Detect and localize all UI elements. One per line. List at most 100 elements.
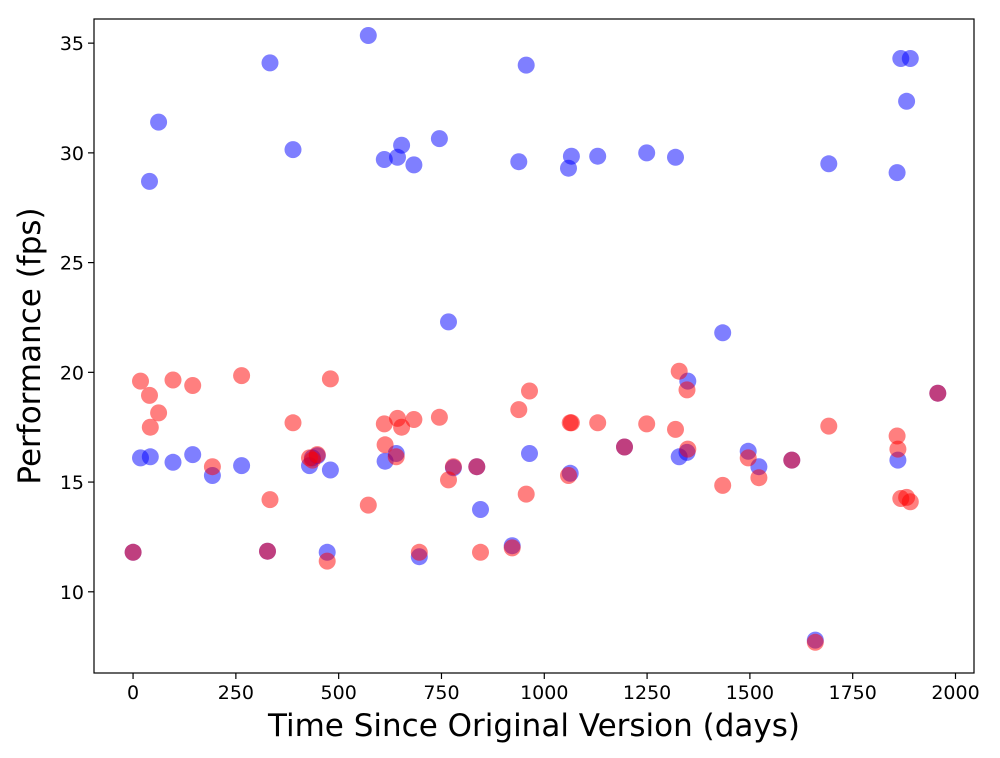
y-tick-label: 10 — [60, 582, 84, 604]
y-axis-label: Performance (fps) — [12, 207, 48, 484]
data-point — [393, 418, 411, 436]
data-point — [430, 130, 448, 148]
data-point — [321, 370, 339, 388]
data-point — [318, 552, 336, 570]
data-point — [589, 147, 607, 165]
x-tick-label: 0 — [127, 682, 139, 704]
data-point — [124, 543, 142, 561]
x-tick-label: 1500 — [726, 682, 774, 704]
y-tick-label: 15 — [60, 472, 84, 494]
data-point — [375, 151, 393, 168]
data-point — [679, 440, 697, 458]
data-point — [150, 404, 168, 422]
x-tick-label: 750 — [423, 682, 459, 704]
data-point — [132, 372, 149, 390]
data-point — [820, 155, 838, 173]
data-point — [308, 446, 326, 464]
data-point — [638, 144, 656, 162]
data-point — [468, 458, 486, 476]
data-point — [472, 501, 489, 518]
data-point — [517, 56, 535, 74]
y-tick-label: 25 — [60, 253, 84, 275]
points-layer — [124, 27, 947, 651]
data-point — [405, 411, 423, 428]
data-point — [521, 382, 538, 400]
data-point — [375, 415, 393, 433]
plot-area — [93, 18, 975, 674]
data-point — [184, 446, 202, 464]
data-point — [387, 448, 405, 466]
x-tick-label: 1750 — [829, 682, 877, 704]
data-point — [510, 153, 528, 171]
data-point — [284, 141, 302, 159]
data-point — [820, 417, 838, 435]
data-point — [562, 414, 580, 432]
data-point — [589, 414, 607, 432]
x-tick-label: 250 — [218, 682, 254, 704]
data-point — [714, 324, 732, 342]
data-point — [739, 449, 757, 467]
data-point — [440, 471, 457, 489]
data-point — [901, 50, 919, 67]
y-tick-label: 35 — [60, 33, 84, 55]
data-point — [678, 381, 696, 399]
data-point — [714, 476, 732, 494]
data-point — [141, 418, 159, 436]
data-point — [150, 113, 168, 131]
x-tick-label: 500 — [321, 682, 357, 704]
data-point — [321, 461, 339, 479]
data-point — [521, 445, 538, 462]
data-point — [164, 453, 182, 471]
data-point — [444, 458, 462, 476]
data-point — [359, 496, 377, 514]
data-point — [261, 491, 279, 509]
data-point — [472, 543, 489, 561]
data-point — [889, 440, 907, 458]
data-point — [750, 469, 768, 487]
data-point — [440, 313, 457, 331]
data-point — [359, 27, 377, 44]
data-point — [888, 427, 906, 445]
data-point — [203, 458, 221, 476]
data-point — [376, 436, 394, 454]
data-point — [901, 493, 919, 511]
data-point — [430, 408, 448, 426]
x-tick-label: 1250 — [623, 682, 671, 704]
data-point — [410, 543, 428, 561]
data-point — [517, 485, 535, 503]
x-tick-label: 2000 — [931, 682, 979, 704]
data-point — [141, 386, 158, 404]
data-point — [259, 542, 276, 560]
data-point — [667, 420, 684, 438]
data-point — [560, 467, 577, 484]
data-point — [783, 451, 801, 469]
data-point — [670, 362, 688, 380]
y-axis-ticks: 10 15 20 25 30 35 — [60, 33, 94, 604]
data-point — [503, 539, 521, 557]
data-point — [667, 148, 684, 166]
data-point — [888, 164, 906, 182]
x-tick-label: 1000 — [520, 682, 568, 704]
data-point — [393, 136, 411, 154]
x-axis-ticks: 0 250 500 750 1000 1250 1500 1750 2000 — [127, 673, 980, 704]
data-point — [929, 384, 947, 402]
data-point — [141, 448, 159, 466]
y-tick-label: 30 — [60, 143, 84, 165]
data-point — [141, 172, 158, 190]
data-point — [284, 414, 302, 432]
data-point — [233, 457, 251, 475]
data-point — [233, 367, 251, 385]
y-tick-label: 20 — [60, 362, 84, 384]
data-point — [616, 438, 633, 456]
data-point — [261, 54, 279, 72]
data-point — [638, 415, 656, 433]
data-point — [898, 92, 916, 110]
data-point — [405, 156, 423, 174]
data-point — [184, 377, 202, 394]
data-point — [164, 371, 182, 389]
data-point — [510, 401, 528, 419]
x-axis-label: Time Since Original Version (days) — [267, 708, 800, 744]
data-point — [562, 147, 580, 165]
data-point — [806, 633, 824, 651]
